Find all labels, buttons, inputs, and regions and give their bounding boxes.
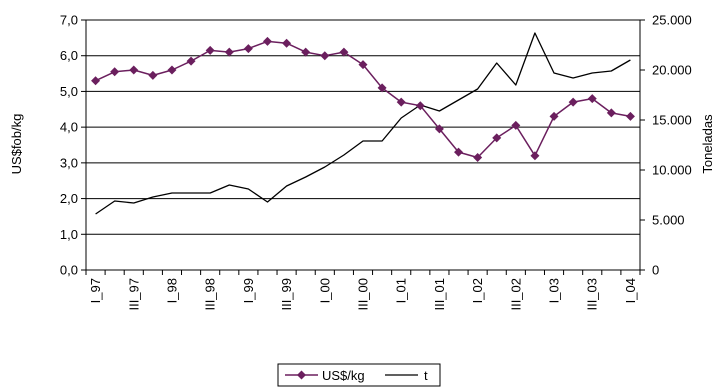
x-tick-label: I_99 <box>241 278 256 303</box>
y-left-tick-label: 4,0 <box>60 120 78 135</box>
data-point-us-per-kg <box>606 108 616 118</box>
x-tick-label: I_03 <box>547 278 562 303</box>
x-tick-label: I_02 <box>470 278 485 303</box>
legend: US$/kg t <box>277 363 441 387</box>
y-axis-left-title: US$fob/kg <box>9 114 24 175</box>
axes <box>85 20 641 271</box>
data-point-us-per-kg <box>262 36 272 46</box>
x-tick-label: I_01 <box>394 278 409 303</box>
y-axis-right-title: Toneladas <box>700 114 715 174</box>
data-point-us-per-kg <box>568 97 578 107</box>
x-tick-label: I_04 <box>623 278 638 303</box>
data-point-us-per-kg <box>396 97 406 107</box>
data-point-us-per-kg <box>492 133 502 143</box>
data-point-us-per-kg <box>530 151 540 161</box>
data-point-us-per-kg <box>377 83 387 93</box>
x-axis-ticks: I_97 III_97 I_98 III_98 I_99 III_99 I_00 III_00… <box>85 270 641 311</box>
data-point-us-per-kg <box>129 65 139 75</box>
data-point-us-per-kg <box>167 65 177 75</box>
data-point-us-per-kg <box>91 76 101 86</box>
data-point-us-per-kg <box>186 56 196 66</box>
data-point-us-per-kg <box>434 124 444 134</box>
x-tick-label: I_98 <box>164 278 179 303</box>
data-point-us-per-kg <box>358 60 368 70</box>
series-us-per-kg <box>91 36 635 162</box>
x-tick-label: III_99 <box>279 278 294 311</box>
data-point-us-per-kg <box>301 47 311 57</box>
data-point-us-per-kg <box>415 101 425 111</box>
y-right-tick-label: 25.000 <box>652 13 692 28</box>
data-point-us-per-kg <box>282 38 292 48</box>
y-left-tick-label: 1,0 <box>60 227 78 242</box>
data-point-us-per-kg <box>339 47 349 57</box>
data-point-us-per-kg <box>320 51 330 61</box>
data-point-us-per-kg <box>243 44 253 54</box>
legend-label-us-per-kg: US$/kg <box>322 368 365 383</box>
data-point-us-per-kg <box>587 94 597 104</box>
data-point-us-per-kg <box>549 111 559 121</box>
y-right-tick-label: 20.000 <box>652 63 692 78</box>
y-right-tick-label: 0 <box>652 263 659 278</box>
x-tick-label: I_97 <box>88 278 103 303</box>
grid-lines <box>86 19 640 235</box>
x-tick-label: III_00 <box>356 278 371 311</box>
data-point-us-per-kg <box>110 67 120 77</box>
data-point-us-per-kg <box>625 111 635 121</box>
y-left-tick-label: 6,0 <box>60 48 78 63</box>
x-tick-label: I_00 <box>317 278 332 303</box>
data-point-us-per-kg <box>473 153 483 162</box>
left-axis-ticks: 0,0 1,0 2,0 3,0 4,0 5,0 6,0 7,0 <box>60 13 86 278</box>
legend-box <box>277 363 441 387</box>
data-point-us-per-kg <box>148 70 158 80</box>
data-point-us-per-kg <box>454 147 464 157</box>
series-t <box>95 32 631 215</box>
y-left-tick-label: 7,0 <box>60 13 78 28</box>
y-left-tick-label: 0,0 <box>60 263 78 278</box>
data-point-us-per-kg <box>205 45 215 55</box>
y-left-tick-label: 3,0 <box>60 155 78 170</box>
x-tick-label: III_01 <box>432 278 447 311</box>
right-axis-ticks: 0 5.000 10.000 15.000 20.000 25.000 <box>640 13 692 278</box>
y-right-tick-label: 10.000 <box>652 163 692 178</box>
x-tick-label: III_03 <box>585 278 600 311</box>
x-tick-label: III_98 <box>203 278 218 311</box>
x-tick-label: III_02 <box>508 278 523 311</box>
y-right-tick-label: 15.000 <box>652 113 692 128</box>
series-t-line <box>95 32 631 215</box>
data-point-us-per-kg <box>224 47 234 57</box>
y-right-tick-label: 5.000 <box>652 213 685 228</box>
legend-marker-us-per-kg <box>297 370 306 380</box>
x-tick-label: III_97 <box>126 278 141 311</box>
series-us-per-kg-line <box>95 40 631 159</box>
y-left-tick-label: 2,0 <box>60 191 78 206</box>
data-point-us-per-kg <box>511 120 521 130</box>
legend-label-t: t <box>424 368 428 383</box>
y-left-tick-label: 5,0 <box>60 84 78 99</box>
